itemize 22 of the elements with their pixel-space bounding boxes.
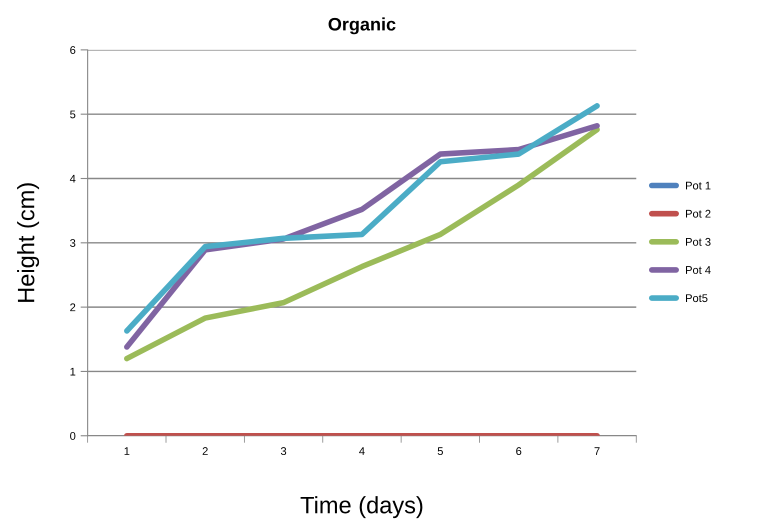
legend-label: Pot 2 — [686, 210, 710, 218]
y-tick-label: 4 — [70, 174, 76, 183]
x-tick-label: 6 — [516, 447, 522, 456]
y-tick-label: 3 — [70, 239, 76, 247]
legend-label: Pot 4 — [686, 266, 711, 274]
y-tick-label: 0 — [70, 432, 76, 440]
chart-title: Organic — [328, 17, 396, 34]
x-tick-label: 1 — [124, 447, 130, 455]
legend-label: Pot 3 — [686, 238, 711, 246]
y-tick-label: 1 — [70, 368, 76, 376]
legend-label: Pot5 — [686, 294, 708, 302]
y-tick-label: 2 — [70, 303, 76, 312]
x-tick-label: 5 — [438, 447, 443, 456]
x-tick-label: 7 — [594, 447, 600, 455]
legend-label: Pot 1 — [686, 182, 710, 190]
y-tick-label: 6 — [70, 46, 76, 54]
x-tick-label: 2 — [202, 447, 208, 455]
y-tick-label: 5 — [70, 110, 76, 118]
x-tick-label: 3 — [280, 447, 286, 456]
x-tick-label: 4 — [359, 447, 365, 455]
y-axis-title: Height (cm) — [17, 183, 40, 302]
x-axis-title: Time (days) — [300, 496, 422, 518]
